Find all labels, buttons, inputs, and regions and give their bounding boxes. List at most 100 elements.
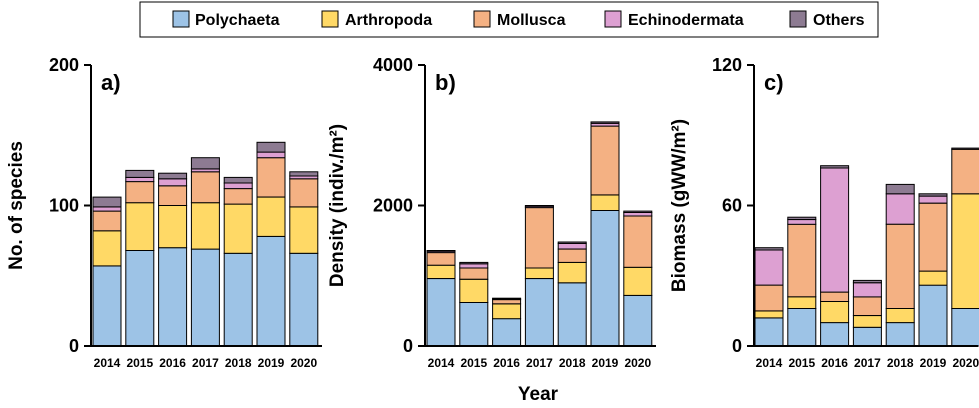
- bar-arthropoda-2016: [820, 301, 850, 324]
- x-tick-label-2017: 2017: [854, 356, 881, 370]
- legend: Polychaeta Arthropoda Mollusca Echinoder…: [139, 1, 879, 38]
- bar-polychaeta-2019: [590, 209, 620, 347]
- bar-polychaeta-2016: [820, 322, 850, 347]
- bar-mollusca-2018: [557, 248, 587, 263]
- bar-arthropoda-2014: [754, 310, 784, 319]
- y-axis-title: Biomass (gWW/m²): [669, 119, 690, 292]
- legend-swatch-others: [789, 10, 807, 28]
- bar-polychaeta-2019: [256, 235, 286, 347]
- bar-polychaeta-2016: [158, 247, 188, 347]
- bar-arthropoda-2018: [885, 308, 915, 324]
- panel-b: 2014 2015 2016 2017 2018 2019 2020 0 2000 4000 b) D…: [327, 55, 656, 370]
- bar-others-2014: [754, 247, 784, 251]
- bar-echinodermata-2020: [623, 212, 653, 217]
- panel-label: c): [764, 70, 784, 95]
- legend-item-arthropoda: Arthropoda: [321, 10, 432, 29]
- bar-mollusca-2014: [426, 252, 456, 266]
- legend-label-mollusca: Mollusca: [497, 12, 566, 29]
- bar-echinodermata-2014: [92, 206, 122, 212]
- bar-mollusca-2018: [223, 188, 253, 205]
- bar-others-2020: [951, 147, 979, 150]
- bar-mollusca-2019: [590, 125, 620, 196]
- legend-label-arthropoda: Arthropoda: [345, 12, 432, 29]
- bar-polychaeta-2017: [524, 278, 554, 347]
- bar-echinodermata-2018: [557, 242, 587, 250]
- bar-others-2016: [820, 165, 850, 169]
- x-tick-label-2018: 2018: [225, 356, 252, 370]
- x-tick-label-2014: 2014: [428, 356, 455, 370]
- bar-echinodermata-2018: [223, 182, 253, 190]
- bar-echinodermata-2019: [918, 195, 948, 204]
- bar-others-2017: [524, 205, 554, 207]
- legend-item-polychaeta: Polychaeta: [172, 10, 280, 29]
- bar-others-2019: [590, 121, 620, 124]
- bar-mollusca-2017: [852, 296, 882, 316]
- bar-polychaeta-2020: [951, 308, 979, 347]
- x-tick-label-2016: 2016: [493, 356, 520, 370]
- y-tick-label-4000: 4000: [373, 55, 413, 75]
- bar-mollusca-2016: [820, 291, 850, 303]
- bar-mollusca-2016: [158, 185, 188, 207]
- legend-item-echinodermata: Echinodermata: [604, 10, 744, 29]
- legend-swatch-polychaeta: [172, 10, 190, 28]
- x-tick-label-2020: 2020: [290, 356, 317, 370]
- x-tick-label-2015: 2015: [460, 356, 487, 370]
- bar-others-2017: [190, 157, 220, 170]
- bar-polychaeta-2018: [885, 322, 915, 347]
- y-axis-title: Density (indiv./m²): [327, 124, 348, 287]
- x-axis-title: Year: [518, 384, 559, 405]
- bar-arthropoda-2014: [92, 230, 122, 267]
- legend-swatch-echinodermata: [604, 10, 622, 28]
- bar-arthropoda-2015: [459, 278, 489, 303]
- x-tick-label-2018: 2018: [887, 356, 914, 370]
- bar-mollusca-2020: [623, 215, 653, 268]
- y-tick-label-100: 100: [49, 196, 79, 216]
- bar-arthropoda-2015: [125, 202, 155, 251]
- bar-polychaeta-2020: [289, 252, 319, 347]
- bar-mollusca-2019: [918, 202, 948, 272]
- bar-others-2015: [459, 261, 489, 265]
- legend-frame: [139, 1, 879, 38]
- bar-polychaeta-2014: [92, 265, 122, 347]
- x-tick-label-2015: 2015: [126, 356, 153, 370]
- x-tick-label-2019: 2019: [258, 356, 285, 370]
- bar-arthropoda-2015: [787, 296, 817, 309]
- bar-polychaeta-2015: [787, 308, 817, 347]
- y-axis-title: No. of species: [6, 141, 27, 270]
- bar-arthropoda-2019: [590, 194, 620, 211]
- x-tick-label-2016: 2016: [159, 356, 186, 370]
- x-tick-label-2017: 2017: [526, 356, 553, 370]
- bar-echinodermata-2015: [459, 263, 489, 269]
- bar-arthropoda-2014: [426, 264, 456, 280]
- legend-item-mollusca: Mollusca: [473, 10, 566, 29]
- x-tick-label-2019: 2019: [592, 356, 619, 370]
- bar-mollusca-2017: [190, 171, 220, 204]
- bar-mollusca-2020: [951, 148, 979, 195]
- bar-echinodermata-2019: [256, 151, 286, 159]
- bar-echinodermata-2016: [158, 178, 188, 187]
- panel-c: 2014 2015 2016 2017 2018 2019 2020 0 60 120 c) Biom…: [669, 55, 979, 370]
- x-tick-label-2014: 2014: [756, 356, 783, 370]
- bar-arthropoda-2020: [623, 266, 653, 296]
- bar-others-2018: [885, 183, 915, 195]
- legend-item-others: Others: [789, 10, 865, 29]
- bar-polychaeta-2019: [918, 284, 948, 347]
- x-tick-label-2018: 2018: [559, 356, 586, 370]
- bar-echinodermata-2014: [754, 249, 784, 286]
- bar-mollusca-2014: [754, 284, 784, 312]
- bar-mollusca-2015: [459, 267, 489, 280]
- bar-others-2020: [289, 171, 319, 177]
- bar-arthropoda-2016: [492, 303, 522, 320]
- bar-arthropoda-2020: [951, 193, 979, 309]
- panel-a: 2014 2015 2016 2017 2018 2019 2020 0 100 200 a) No.…: [6, 55, 322, 370]
- bar-others-2015: [125, 169, 155, 178]
- bar-polychaeta-2015: [459, 301, 489, 347]
- bar-mollusca-2018: [885, 223, 915, 309]
- bar-echinodermata-2017: [852, 282, 882, 298]
- bar-polychaeta-2018: [557, 282, 587, 347]
- x-tick-label-2020: 2020: [624, 356, 651, 370]
- bar-mollusca-2014: [92, 210, 122, 232]
- bar-echinodermata-2016: [820, 167, 850, 293]
- bar-others-2014: [426, 250, 456, 252]
- y-tick-label-2000: 2000: [373, 196, 413, 216]
